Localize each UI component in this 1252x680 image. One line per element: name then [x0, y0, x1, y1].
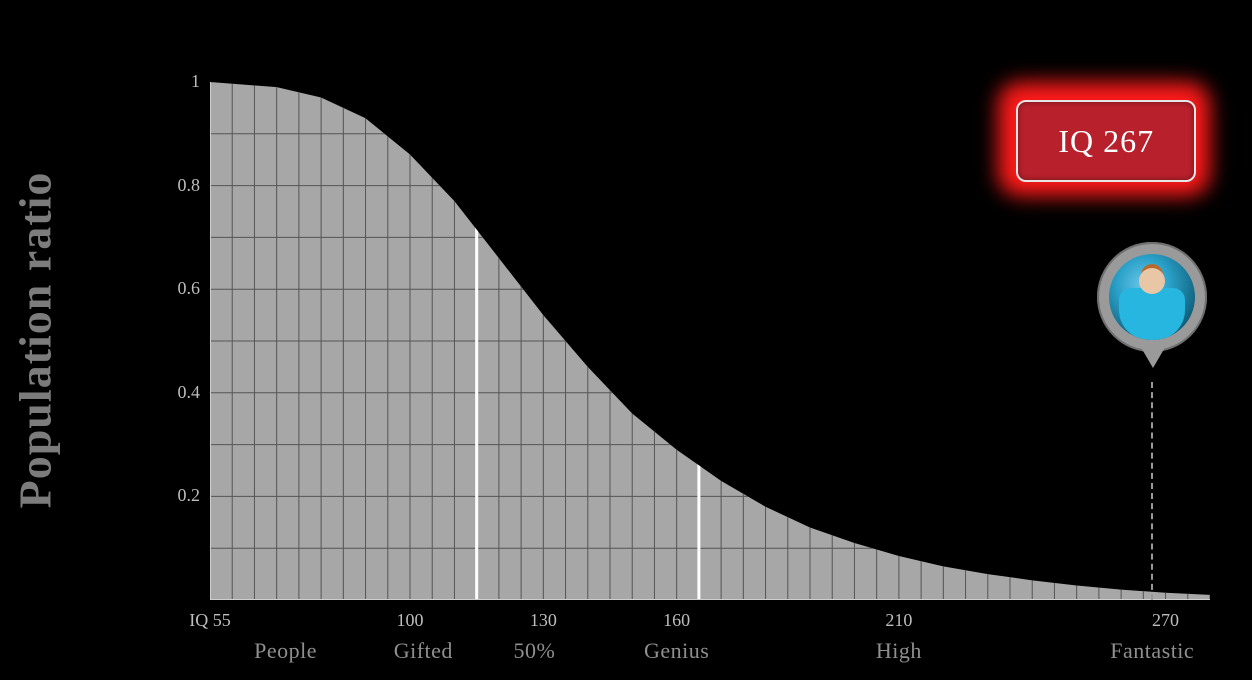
- x-category-label: Gifted: [394, 638, 453, 664]
- y-axis-title: Population ratio: [8, 172, 61, 509]
- x-tick-label: 100: [397, 610, 424, 631]
- chart-plot-area: 10.80.60.40.2IQ 55100130160210270PeopleG…: [210, 82, 1210, 600]
- x-tick-label: IQ 55: [189, 610, 231, 631]
- y-tick-label: 0.2: [140, 485, 200, 506]
- y-tick-label: 0.4: [140, 382, 200, 403]
- callout-guideline: [1151, 382, 1153, 600]
- y-tick-label: 0.6: [140, 278, 200, 299]
- y-tick-label: 1: [140, 71, 200, 92]
- y-tick-label: 0.8: [140, 175, 200, 196]
- chart-svg: [210, 82, 1210, 600]
- x-tick-label: 210: [885, 610, 912, 631]
- x-category-label: Genius: [644, 638, 709, 664]
- x-tick-label: 130: [530, 610, 557, 631]
- x-category-label: Fantastic: [1110, 638, 1194, 664]
- x-tick-label: 270: [1152, 610, 1179, 631]
- x-category-label: People: [254, 638, 317, 664]
- x-tick-label: 160: [663, 610, 690, 631]
- x-category-label: High: [876, 638, 922, 664]
- x-category-label: 50%: [514, 638, 556, 664]
